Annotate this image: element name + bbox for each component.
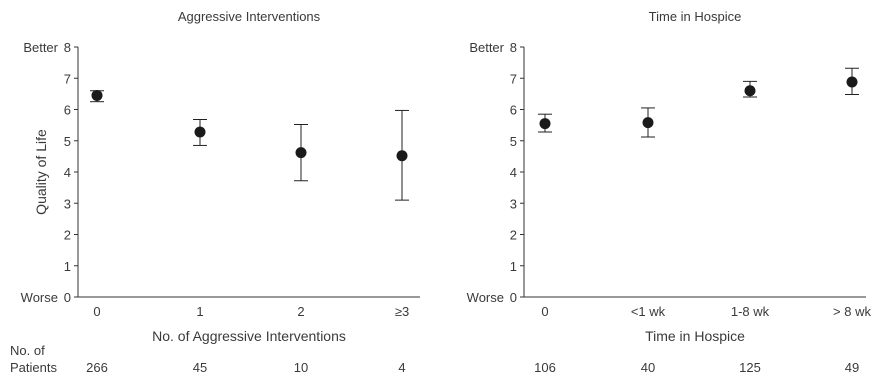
chart-title: Aggressive Interventions <box>178 9 321 24</box>
y-tick-label: 8 <box>510 40 517 55</box>
y-tick-label: 4 <box>510 165 517 180</box>
patient-count: 45 <box>193 360 207 375</box>
y-tick-label: 7 <box>64 71 71 86</box>
count-label-line2: Patients <box>10 360 57 375</box>
chart-time-in-hospice: Time in Hospice 0 1 2 3 4 5 6 7 8 Better Worse 0 <1 w… <box>467 9 872 375</box>
y-tick-label: 8 <box>64 40 71 55</box>
patient-count: 40 <box>641 360 655 375</box>
x-tick-label: <1 wk <box>631 304 666 319</box>
y-better-label: Better <box>23 40 58 55</box>
chart-aggressive-interventions: Aggressive Interventions012345678BetterW… <box>10 9 420 375</box>
y-tick-label: 5 <box>510 134 517 149</box>
data-point <box>194 126 206 138</box>
data-point <box>846 76 858 88</box>
y-tick-label: 7 <box>510 71 517 86</box>
data-point <box>396 150 408 162</box>
data-point <box>91 89 103 101</box>
y-worse-label: Worse <box>467 290 504 305</box>
count-label-line1: No. of <box>10 343 45 358</box>
y-better-label: Better <box>469 40 504 55</box>
x-tick-label: 2 <box>297 304 304 319</box>
x-tick-label: 0 <box>541 304 548 319</box>
y-axis-title: Quality of Life <box>33 129 49 215</box>
x-tick-label: 1 <box>196 304 203 319</box>
y-tick-label: 0 <box>64 290 71 305</box>
patient-count: 4 <box>398 360 405 375</box>
y-worse-label: Worse <box>21 290 58 305</box>
data-point <box>642 117 654 129</box>
y-tick-label: 1 <box>64 259 71 274</box>
y-tick-label: 1 <box>510 259 517 274</box>
chart-title: Time in Hospice <box>649 9 742 24</box>
data-point <box>295 147 307 159</box>
y-tick-label: 3 <box>64 196 71 211</box>
data-point <box>539 118 551 130</box>
y-tick-label: 3 <box>510 196 517 211</box>
x-axis-title: Time in Hospice <box>645 328 745 344</box>
x-tick-label: > 8 wk <box>833 304 871 319</box>
y-tick-label: 4 <box>64 165 71 180</box>
patient-count: 10 <box>294 360 308 375</box>
x-tick-label: 1-8 wk <box>731 304 770 319</box>
x-tick-label: ≥3 <box>395 304 409 319</box>
patient-count: 125 <box>739 360 761 375</box>
x-tick-label: 0 <box>93 304 100 319</box>
y-tick-label: 6 <box>510 103 517 118</box>
y-tick-label: 5 <box>64 134 71 149</box>
patient-count: 266 <box>86 360 108 375</box>
x-axis-title: No. of Aggressive Interventions <box>152 328 346 344</box>
patient-count: 106 <box>534 360 556 375</box>
y-tick-label: 6 <box>64 103 71 118</box>
y-tick-label: 2 <box>64 228 71 243</box>
patient-count: 49 <box>845 360 859 375</box>
y-tick-label: 2 <box>510 228 517 243</box>
y-tick-label: 0 <box>510 290 517 305</box>
data-point <box>744 85 756 97</box>
